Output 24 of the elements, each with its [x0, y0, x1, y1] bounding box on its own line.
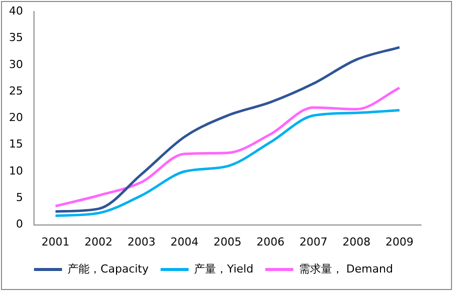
- legend-label: 产量，Yield: [194, 262, 254, 276]
- y-tick-label: 10: [8, 164, 23, 178]
- x-tick-label: 2008: [342, 235, 370, 248]
- y-tick-label: 20: [8, 111, 23, 124]
- x-tick-label: 2006: [256, 235, 284, 248]
- x-tick-label: 2003: [128, 235, 156, 248]
- line-series: [54, 46, 401, 213]
- y-tick-label: 25: [8, 84, 23, 98]
- legend-label: 产能，Capacity: [68, 262, 150, 276]
- y-tick-label: 40: [8, 4, 23, 18]
- line-series: [54, 86, 401, 208]
- y-tick-label: 30: [8, 58, 23, 71]
- x-tick-label: 2004: [170, 235, 198, 248]
- x-tick-label: 2001: [41, 235, 70, 248]
- legend-label: 需求量， Demand: [298, 262, 393, 276]
- y-tick-label: 35: [8, 31, 23, 44]
- x-tick-label: 2009: [386, 235, 414, 248]
- y-tick-label: 15: [8, 138, 23, 151]
- x-tick-label: 2002: [84, 235, 112, 248]
- x-tick-label: 2005: [214, 235, 242, 248]
- line-series: [54, 108, 401, 217]
- x-tick-label: 2007: [300, 235, 328, 248]
- y-tick-label: 0: [16, 218, 23, 231]
- y-tick-label: 5: [16, 191, 23, 204]
